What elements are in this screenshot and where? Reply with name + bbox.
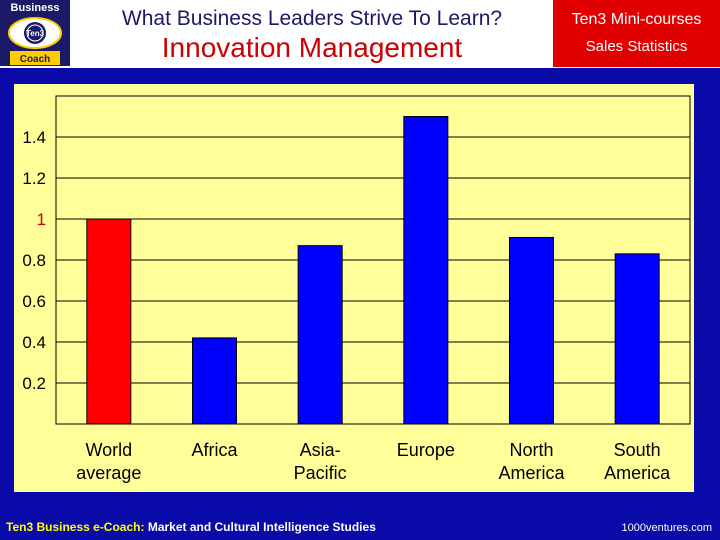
bar (403, 116, 449, 425)
bar (86, 218, 132, 425)
logo-center-text: Ten3 (26, 29, 45, 38)
y-tick-label: 0.8 (22, 251, 46, 270)
bar (509, 236, 554, 425)
header-subtitle: Innovation Management (161, 32, 463, 63)
y-tick-label: 1 (37, 210, 46, 229)
business-coach-logo[interactable]: Business Ten3 Coach (0, 0, 70, 66)
badge-subtitle: Sales Statistics (585, 38, 688, 55)
footer-credit-brand: Ten3 Business e-Coach: (6, 520, 145, 534)
x-category-label: South America (604, 440, 671, 483)
y-tick-label: 0.4 (22, 333, 46, 352)
x-category-label: North America (498, 440, 565, 483)
y-tick-label: 0.6 (22, 292, 46, 311)
x-category-label: World average (76, 440, 141, 483)
bar (192, 337, 237, 425)
x-category-label: Asia-Pacific (294, 440, 347, 483)
header-title: What Business Leaders Strive To Learn? (121, 7, 503, 30)
footer-credit-text: Market and Cultural Intelligence Studies (144, 520, 376, 534)
bar (614, 253, 660, 425)
bar (297, 245, 343, 425)
footer-credit: Ten3 Business e-Coach: Market and Cultur… (6, 520, 376, 534)
bar-chart: 0.2 0.4 0.6 0.8 1 1.2 1.4 World average Africa As… (14, 84, 694, 492)
header: Business Ten3 Coach What Business Leader… (0, 0, 720, 68)
logo-globe-icon (26, 24, 44, 42)
y-tick-label: 1.2 (22, 169, 46, 188)
y-tick-label: 0.2 (22, 374, 46, 393)
x-category-label: Africa (191, 440, 238, 460)
course-badge[interactable]: Ten3 Mini-courses Sales Statistics (553, 0, 720, 67)
logo-bottom-text: Coach (20, 54, 51, 65)
y-tick-label: 1.4 (22, 128, 46, 147)
footer-site-link[interactable]: 1000ventures.com (621, 522, 713, 534)
logo-top-text: Business (11, 2, 60, 14)
logo-bottom-strip (10, 51, 60, 65)
x-category-label: Europe (397, 440, 455, 460)
badge-title: Ten3 Mini-courses (571, 11, 702, 28)
